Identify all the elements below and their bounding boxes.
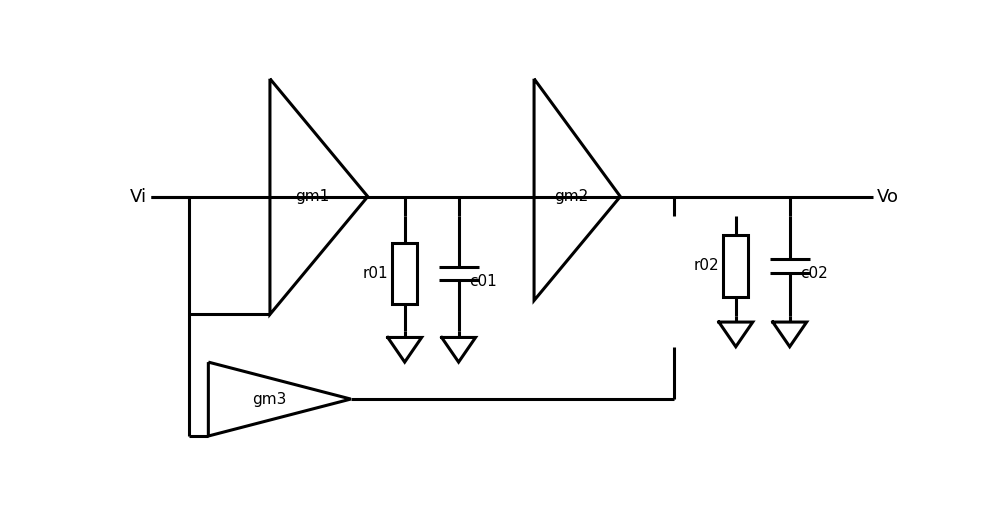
Text: r02: r02 <box>693 259 719 273</box>
Text: gm3: gm3 <box>252 391 287 406</box>
Text: c02: c02 <box>800 266 828 281</box>
Text: gm2: gm2 <box>554 189 588 204</box>
Text: Vi: Vi <box>130 187 147 205</box>
Text: c01: c01 <box>469 274 497 289</box>
Text: gm1: gm1 <box>295 189 329 204</box>
Text: r01: r01 <box>362 266 388 281</box>
Text: Vo: Vo <box>877 187 899 205</box>
